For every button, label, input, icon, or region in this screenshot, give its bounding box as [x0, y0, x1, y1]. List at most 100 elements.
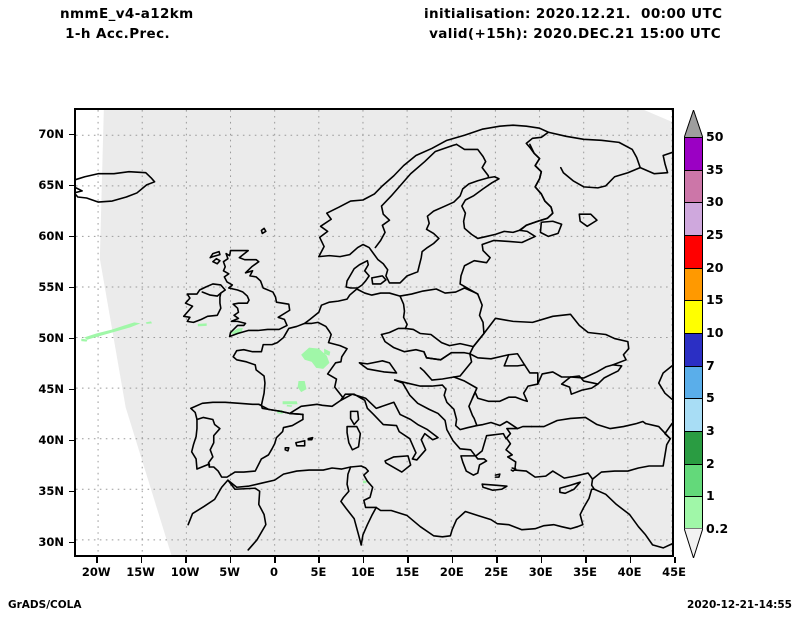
y-axis-tick-mark	[69, 439, 75, 442]
geo-line	[469, 352, 510, 360]
y-axis-tick-mark	[69, 286, 75, 289]
colorbar-band	[684, 463, 703, 498]
colorbar-under-arrow	[684, 528, 703, 558]
colorbar-tick-label: 2	[706, 455, 715, 471]
colorbar-band	[684, 202, 703, 236]
y-axis-tick-mark	[69, 235, 75, 238]
colorbar-band	[684, 398, 703, 432]
geo-line	[559, 166, 642, 189]
geo-line	[182, 283, 227, 324]
geo-line	[664, 422, 672, 440]
x-axis-tick-mark	[407, 557, 409, 563]
colorbar-tick-label: 10	[706, 325, 724, 340]
geo-line	[303, 287, 479, 325]
y-axis-tick-mark	[69, 388, 75, 391]
geo-line	[423, 350, 453, 361]
geo-line	[212, 257, 221, 265]
x-axis-tick-label: 0	[269, 565, 278, 579]
geo-line	[370, 275, 387, 285]
geo-line	[419, 352, 473, 381]
map-canvas	[76, 110, 672, 555]
geo-line	[380, 327, 407, 336]
y-axis-tick-label: 55N	[38, 279, 64, 294]
colorbar-band	[684, 300, 703, 334]
colorbar-tick-label: 5	[706, 390, 715, 406]
geo-line	[232, 321, 348, 415]
geo-line	[346, 425, 362, 451]
y-axis-tick-label: 60N	[38, 228, 64, 243]
colorbar-band	[684, 235, 703, 269]
y-axis-tick-label: 40N	[38, 432, 64, 447]
colorbar-band	[684, 267, 703, 302]
software-credit-label: GrADS/COLA	[8, 599, 82, 611]
x-axis-tick-mark	[451, 557, 454, 563]
colorbar-tick-label: 3	[706, 423, 715, 438]
geo-line	[340, 466, 362, 546]
x-axis-tick-mark	[96, 557, 98, 563]
precipitation-patch	[362, 480, 367, 484]
y-axis-tick-mark	[69, 133, 75, 136]
y-axis-tick-mark	[69, 541, 75, 544]
geo-line	[578, 213, 598, 228]
precipitation-patch	[197, 323, 207, 327]
x-axis-tick-label: 35E	[573, 565, 598, 579]
x-axis-tick-label: 10W	[170, 565, 200, 579]
y-axis-tick-mark	[69, 490, 75, 493]
colorbar-band	[684, 496, 703, 530]
y-axis-tick-label: 50N	[38, 330, 64, 345]
precipitation-patch	[81, 338, 88, 342]
colorbar-tick-label: 25	[706, 227, 724, 242]
colorbar-tick-label: 1	[706, 488, 715, 504]
precipitation-patch	[282, 401, 298, 405]
colorbar-tick-label: 50	[706, 129, 724, 144]
geo-line	[340, 393, 439, 461]
precipitation-patch	[297, 381, 307, 393]
geo-line	[358, 360, 398, 374]
geo-line	[404, 293, 485, 348]
geo-line	[519, 143, 554, 232]
geo-line	[196, 416, 221, 468]
x-axis-tick-label: 30E	[528, 565, 553, 579]
colorbar-band	[684, 431, 703, 465]
y-axis-tick-mark	[69, 337, 75, 340]
y-axis-tick-mark	[69, 184, 75, 187]
geo-line	[360, 506, 378, 546]
colorbar-tick-label: 30	[706, 194, 724, 210]
y-axis-tick-label: 65N	[38, 177, 64, 192]
geo-line	[393, 379, 519, 431]
x-axis-tick-label: 45E	[662, 565, 686, 579]
render-timestamp-label: 2020-12-21-14:55	[687, 599, 792, 611]
geo-line	[597, 364, 623, 385]
x-axis-tick-mark	[229, 557, 232, 563]
x-axis-tick-mark	[318, 557, 321, 563]
colorbar-tick-label: 35	[706, 161, 724, 177]
colorbar-band	[684, 333, 703, 367]
geo-line	[307, 436, 314, 441]
geo-line	[187, 465, 579, 538]
colorbar-tick-label: 0.2	[706, 521, 729, 536]
field-name-label: 1-h Acc.Prec.	[60, 26, 171, 42]
geo-line	[576, 488, 596, 528]
geo-line	[481, 483, 508, 492]
geo-line	[393, 379, 533, 476]
geo-line	[530, 416, 647, 430]
x-axis-tick-mark	[274, 557, 276, 563]
coastline-border-layer	[76, 124, 672, 551]
geo-line	[295, 439, 306, 447]
geo-line	[547, 131, 672, 175]
colorbar-band	[684, 365, 703, 400]
geo-line	[76, 170, 156, 203]
x-axis-tick-label: 20E	[439, 565, 464, 579]
colorbar-tick-label: 15	[706, 292, 724, 308]
colorbar-band	[684, 137, 703, 171]
precipitation-shading-layer	[81, 321, 367, 484]
geo-line	[459, 229, 536, 295]
initialisation-time-label: initialisation: 2020.12.21. 00:00 UTC	[424, 6, 723, 22]
y-axis-tick-label: 70N	[38, 126, 64, 141]
precipitation-patch	[145, 321, 152, 324]
geo-line	[539, 220, 563, 238]
x-axis-tick-mark	[629, 557, 632, 563]
geo-line	[284, 447, 290, 452]
precipitation-patch	[301, 347, 330, 369]
